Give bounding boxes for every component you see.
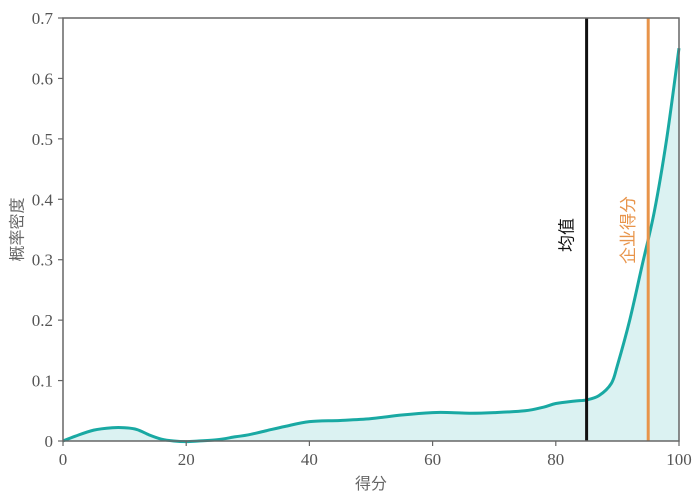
y-tick-label: 0.2 bbox=[32, 311, 53, 330]
y-tick-label: 0.3 bbox=[32, 251, 53, 270]
y-tick-label: 0.7 bbox=[32, 9, 54, 28]
x-tick-label: 100 bbox=[666, 450, 692, 469]
vline-label-company-score: 企业得分 bbox=[619, 196, 639, 264]
x-tick-label: 0 bbox=[59, 450, 68, 469]
x-tick-label: 80 bbox=[547, 450, 564, 469]
vline-layer: 均值 企业得分 bbox=[558, 18, 650, 441]
density-area-fill bbox=[63, 48, 679, 442]
y-tick-label: 0.4 bbox=[32, 190, 54, 209]
y-tick-label: 0 bbox=[45, 432, 54, 451]
axes-layer bbox=[62, 17, 680, 442]
y-tick-label: 0.5 bbox=[32, 130, 53, 149]
x-axis-title: 得分 bbox=[355, 474, 387, 493]
x-tick-label: 40 bbox=[301, 450, 318, 469]
density-curve-line bbox=[62, 48, 681, 444]
y-tick-label: 0.6 bbox=[32, 69, 53, 88]
x-tick-label: 60 bbox=[424, 450, 441, 469]
plot-frame bbox=[62, 17, 680, 442]
x-tick-label: 20 bbox=[178, 450, 195, 469]
area-layer bbox=[62, 48, 681, 444]
tick-layer: 0 20 40 60 80 100 0 0.1 0.2 0.3 0.4 0.5 0.6 0.7 bbox=[32, 9, 692, 469]
y-tick-label: 0.1 bbox=[32, 372, 53, 391]
y-axis-title: 概率密度 bbox=[8, 197, 27, 261]
vline-label-mean: 均值 bbox=[558, 218, 578, 252]
